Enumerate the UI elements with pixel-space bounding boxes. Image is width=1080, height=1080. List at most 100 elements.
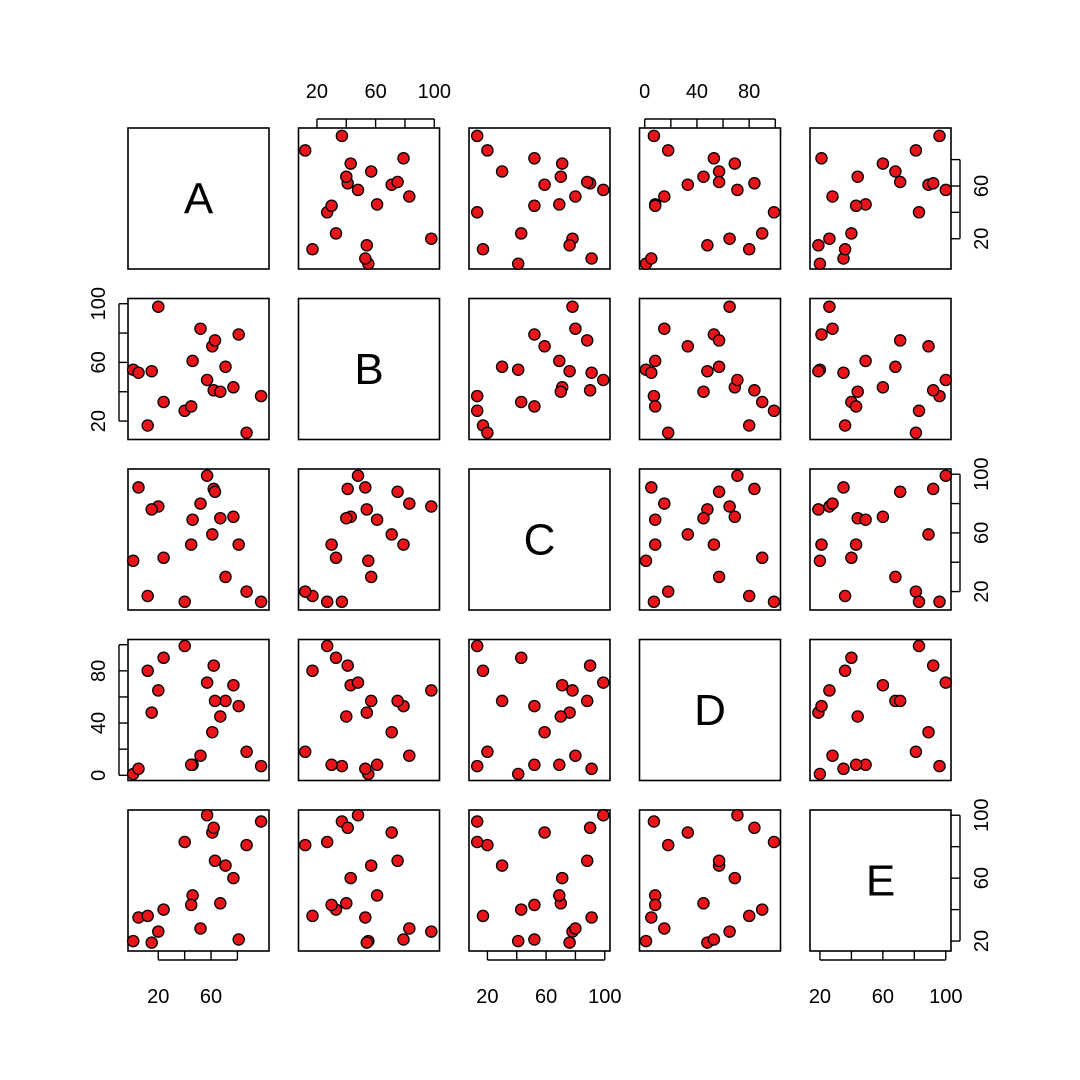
data-point	[232, 328, 245, 341]
data-point	[712, 334, 726, 347]
data-point	[712, 854, 726, 868]
data-point	[849, 400, 863, 413]
scatter-panel-B-vs-A	[126, 297, 270, 441]
data-point	[767, 835, 781, 849]
data-point	[538, 826, 551, 839]
data-point	[385, 528, 398, 541]
data-point	[742, 589, 756, 603]
data-point	[362, 554, 375, 568]
data-point	[742, 909, 756, 923]
data-point	[186, 354, 199, 368]
data-point	[555, 157, 569, 170]
data-point	[360, 936, 374, 949]
data-point	[647, 815, 661, 828]
data-point	[639, 934, 653, 948]
scatter-panel-E-vs-A	[126, 808, 270, 952]
data-point	[335, 759, 349, 773]
data-point	[425, 684, 438, 697]
data-point	[748, 384, 761, 397]
data-point	[712, 360, 726, 374]
x-tick-label: 60	[535, 986, 557, 1008]
y-tick-label: 20	[971, 930, 993, 952]
data-point	[514, 395, 528, 409]
data-point	[298, 838, 312, 852]
data-point	[178, 595, 191, 609]
scatter-panel-E-vs-C	[468, 808, 611, 952]
data-point	[731, 808, 744, 822]
panel-frame	[809, 638, 952, 782]
data-point	[340, 511, 353, 525]
data-point	[391, 854, 404, 868]
data-point	[141, 664, 154, 678]
data-point	[647, 129, 661, 143]
data-point	[566, 684, 579, 697]
data-point	[370, 513, 384, 526]
data-point	[298, 745, 312, 759]
data-point	[528, 400, 541, 413]
data-point	[554, 710, 568, 723]
data-point	[585, 366, 598, 379]
panel-frame	[638, 468, 782, 611]
data-point	[528, 152, 541, 165]
y-axis-E: 20 60 100	[951, 799, 993, 952]
data-point	[563, 364, 576, 378]
data-point	[329, 651, 343, 665]
data-point	[926, 384, 940, 397]
data-point	[585, 252, 598, 265]
data-point	[470, 129, 484, 143]
data-point	[585, 762, 598, 776]
data-point	[849, 758, 863, 772]
variable-label: C	[524, 516, 556, 565]
data-point	[511, 767, 525, 781]
data-point	[681, 826, 695, 839]
data-point	[340, 170, 353, 183]
data-point	[364, 165, 378, 178]
data-point	[397, 933, 410, 946]
data-point	[254, 595, 268, 609]
data-point	[812, 364, 825, 378]
scatter-panel-D-vs-A	[126, 638, 270, 782]
panel-frame	[468, 468, 611, 611]
data-point	[141, 419, 154, 432]
data-point	[152, 684, 165, 697]
data-point	[240, 426, 253, 440]
panel-frame	[297, 297, 441, 441]
x-tick-label: 100	[929, 986, 962, 1008]
data-point	[926, 177, 940, 190]
data-point	[553, 758, 566, 772]
y-axis-D: 0 40 80	[88, 644, 128, 781]
data-point	[481, 745, 494, 759]
x-tick-label: 20	[809, 986, 831, 1008]
data-point	[648, 400, 662, 413]
data-point	[351, 676, 365, 689]
data-point	[912, 595, 926, 609]
scatter-panel-B-vs-D	[638, 297, 782, 441]
data-point	[707, 538, 721, 551]
scatter-panel-E-vs-D	[638, 808, 782, 952]
data-point	[132, 366, 145, 379]
data-point	[254, 389, 268, 403]
data-point	[200, 469, 214, 482]
data-point	[227, 381, 240, 394]
panel-frame	[809, 127, 952, 270]
panel-frame	[468, 809, 611, 952]
data-point	[876, 510, 890, 524]
data-point	[813, 257, 827, 271]
data-point	[145, 936, 158, 949]
data-point	[815, 328, 828, 341]
x-tick-label: 100	[418, 81, 451, 103]
data-point	[813, 554, 827, 568]
data-point	[701, 364, 714, 378]
data-point	[812, 503, 825, 516]
data-point	[306, 664, 319, 678]
data-point	[823, 684, 836, 697]
x-axis-C: 20 60 100	[476, 951, 621, 1008]
data-point	[837, 366, 850, 379]
scatter-panel-A-vs-E	[809, 127, 953, 271]
data-point	[597, 676, 610, 689]
data-point	[335, 595, 349, 609]
data-point	[207, 821, 220, 835]
data-point	[755, 903, 769, 916]
data-point	[849, 199, 863, 213]
